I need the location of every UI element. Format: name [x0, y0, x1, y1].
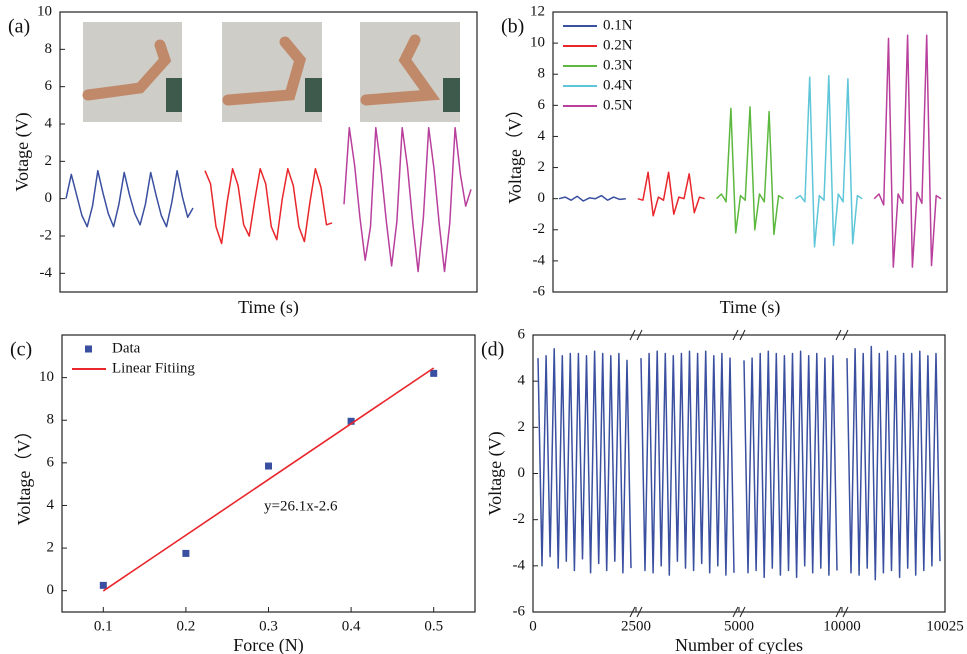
x-tick-label: 2500: [621, 618, 651, 634]
legend-label: 0.3N: [603, 57, 633, 73]
y-tick-label: 4: [47, 497, 55, 513]
y-tick-label: 6: [45, 78, 53, 94]
plot-frame: [62, 335, 475, 612]
voltage-line: [538, 347, 940, 580]
panel-label: (b): [501, 16, 524, 38]
legend-label: 0.5N: [603, 97, 633, 113]
y-axis-label: Votage (V): [12, 112, 33, 191]
x-axis-label: Time (s): [720, 297, 781, 318]
x-axis-label: Time (s): [238, 297, 299, 318]
y-tick-label: 4: [518, 373, 526, 389]
voltage-line: [66, 171, 193, 227]
y-tick-label: -2: [513, 511, 526, 527]
y-tick-label: -2: [533, 221, 546, 237]
data-point: [100, 582, 107, 589]
x-axis-label: Force (N): [233, 635, 303, 654]
x-tick-label: 0.1: [94, 618, 113, 634]
x-tick-label: 0: [529, 618, 537, 634]
x-tick-label: 10000: [823, 618, 861, 634]
y-axis-label: Voltage (V): [485, 431, 506, 515]
y-tick-label: 6: [538, 97, 546, 113]
y-tick-label: -6: [513, 603, 526, 619]
y-tick-label: 10: [37, 3, 52, 19]
y-tick-label: 8: [47, 412, 55, 428]
y-tick-label: 10: [530, 35, 545, 51]
y-tick-label: 2: [45, 153, 53, 169]
legend-label: 0.1N: [603, 17, 633, 33]
fit-line: [103, 368, 433, 591]
x-tick-label: 0.3: [259, 618, 278, 634]
fit-equation: y=26.1x-2.6: [264, 498, 338, 514]
y-axis-label: Voltage（V）: [14, 422, 34, 526]
panel-label: (c): [10, 339, 32, 361]
photo: [222, 22, 322, 122]
y-tick-label: 10: [39, 369, 54, 385]
y-tick-label: -4: [513, 557, 526, 573]
data-point: [182, 550, 189, 557]
voltage-line: [638, 172, 705, 216]
y-tick-label: -4: [40, 265, 53, 281]
x-tick-label: 5000: [724, 618, 754, 634]
y-tick-label: 12: [530, 3, 545, 19]
y-tick-label: 8: [538, 66, 546, 82]
voltage-line: [205, 169, 332, 244]
y-tick-label: 0: [518, 465, 526, 481]
y-axis-label: Voltage（V）: [505, 100, 525, 204]
y-tick-label: 2: [538, 159, 546, 175]
legend-marker: [85, 346, 92, 353]
x-tick-label: 10025: [926, 618, 964, 634]
legend-label: Linear Fitiing: [112, 360, 195, 376]
voltage-line: [874, 35, 941, 267]
y-tick-label: -2: [40, 227, 53, 243]
x-tick-label: 0.5: [424, 618, 443, 634]
legend-label: 0.2N: [603, 37, 633, 53]
voltage-line: [344, 128, 471, 272]
data-point: [265, 463, 272, 470]
voltage-line: [717, 107, 784, 234]
voltage-line: [795, 76, 862, 247]
y-tick-label: 0: [45, 190, 53, 206]
figure: (a) -4 -2 0 2 4 6 8 10 Votage (V) Time (s) (b) -6 -4 -…: [0, 0, 967, 654]
y-tick-label: 4: [45, 115, 53, 131]
y-tick-label: 6: [47, 454, 55, 470]
y-tick-label: 0: [47, 582, 55, 598]
y-tick-label: 2: [518, 419, 526, 435]
x-axis-label: Number of cycles: [675, 635, 803, 654]
data-point: [430, 370, 437, 377]
legend-label: 0.4N: [603, 77, 633, 93]
photo: [360, 22, 460, 122]
y-tick-label: 8: [45, 41, 53, 57]
photo: [83, 22, 182, 122]
x-tick-label: 0.2: [177, 618, 196, 634]
legend-label: Data: [112, 340, 141, 356]
y-tick-label: 0: [538, 190, 546, 206]
y-tick-label: 2: [47, 540, 55, 556]
y-tick-label: 4: [538, 128, 546, 144]
y-tick-label: 6: [518, 326, 526, 342]
x-tick-label: 0.4: [342, 618, 361, 634]
y-tick-label: -6: [533, 283, 546, 299]
y-tick-label: -4: [533, 252, 546, 268]
panel-label: (a): [8, 16, 30, 38]
panel-label: (d): [481, 339, 504, 361]
voltage-line: [559, 196, 626, 201]
